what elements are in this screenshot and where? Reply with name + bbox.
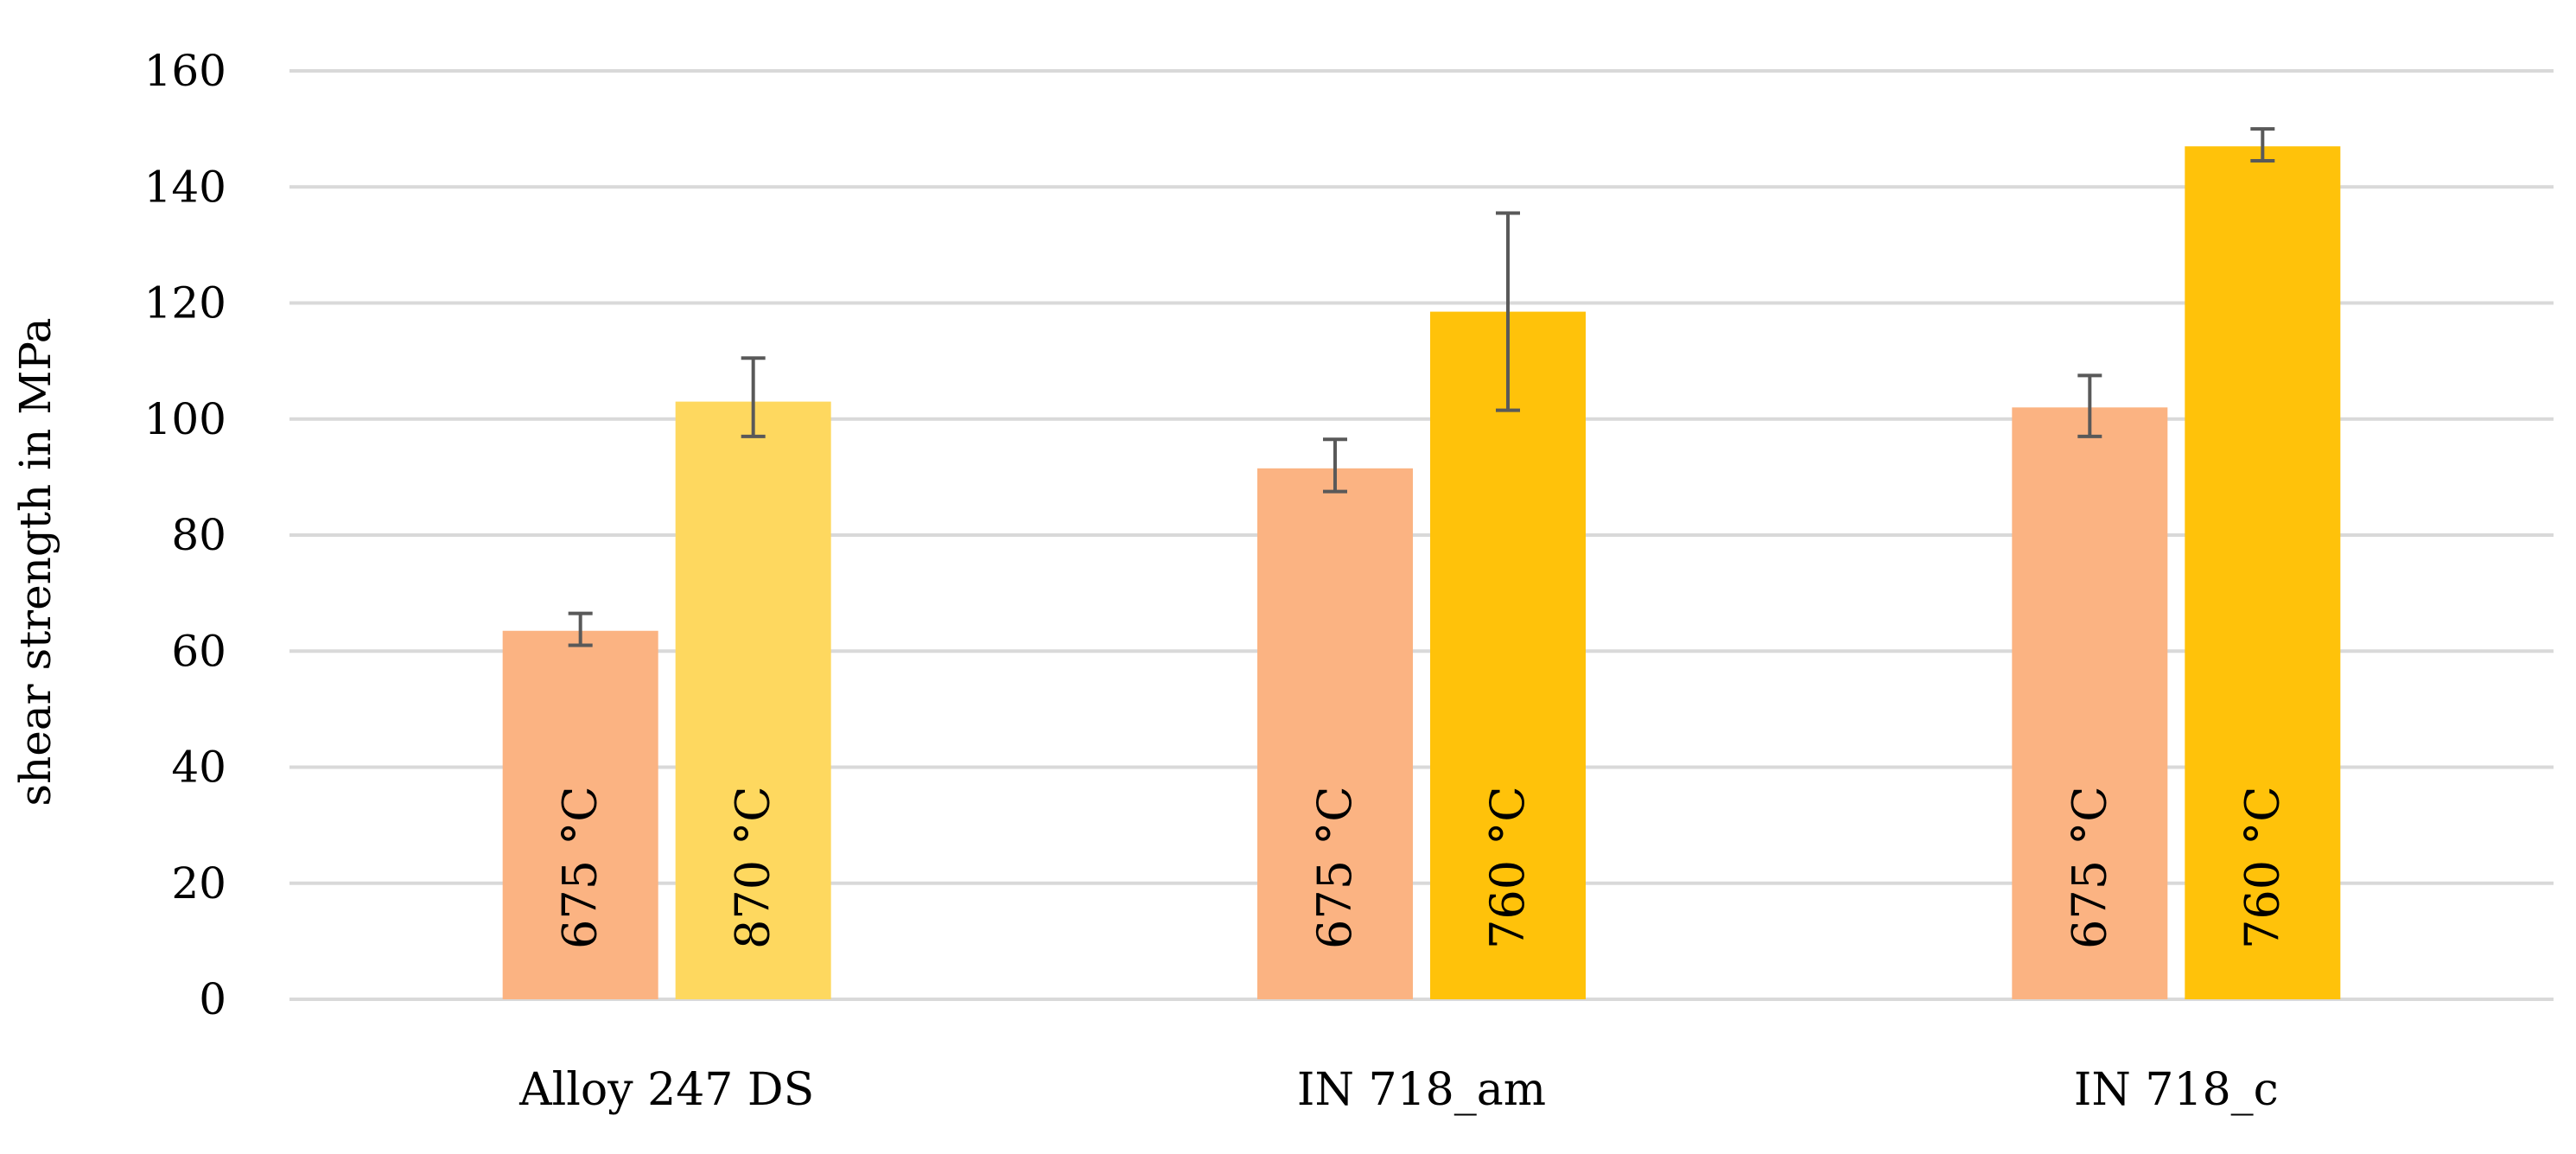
bar-label: 870 °C [726, 786, 780, 949]
bar-label: 675 °C [1307, 786, 1362, 949]
error-bars-layer [568, 127, 2275, 647]
bar [1430, 311, 1586, 1000]
bar-label: 675 °C [2062, 786, 2116, 949]
x-category-label: Alloy 247 DS [518, 1064, 814, 1116]
x-category-label: IN 718_c [2074, 1064, 2279, 1116]
error-bar [2250, 127, 2275, 163]
y-tick-label: 160 [144, 46, 226, 96]
bar [675, 401, 831, 999]
y-tick-label: 140 [144, 162, 226, 212]
error-bar [741, 356, 766, 438]
y-tick-label: 80 [171, 510, 226, 560]
bar-label: 675 °C [553, 786, 607, 949]
error-bar [1323, 437, 1347, 494]
bar-label: 760 °C [2235, 786, 2289, 949]
y-tick-label: 20 [171, 858, 226, 909]
y-tick-label: 60 [171, 626, 226, 676]
y-tick-label: 0 [199, 974, 226, 1024]
error-bar [1496, 211, 1520, 412]
bar-label: 760 °C [1480, 786, 1535, 949]
bar [1257, 468, 1413, 999]
bar [2012, 407, 2168, 999]
grid-layer [289, 69, 2554, 1001]
bar [2185, 146, 2341, 999]
y-axis-title: shear strength in MPa [10, 317, 60, 806]
error-bar [2077, 373, 2102, 438]
x-category-label: IN 718_am [1297, 1064, 1546, 1116]
y-tick-label: 40 [171, 743, 226, 793]
labels-layer: 0 20 40 60 80 100 120 140 160 675 °C 870 °C Alloy 2… [144, 46, 2290, 1116]
y-tick-label: 100 [144, 394, 226, 444]
bar [502, 630, 658, 999]
y-tick-label: 120 [144, 278, 226, 328]
error-bar [568, 611, 593, 647]
bars-layer [502, 146, 2341, 1000]
